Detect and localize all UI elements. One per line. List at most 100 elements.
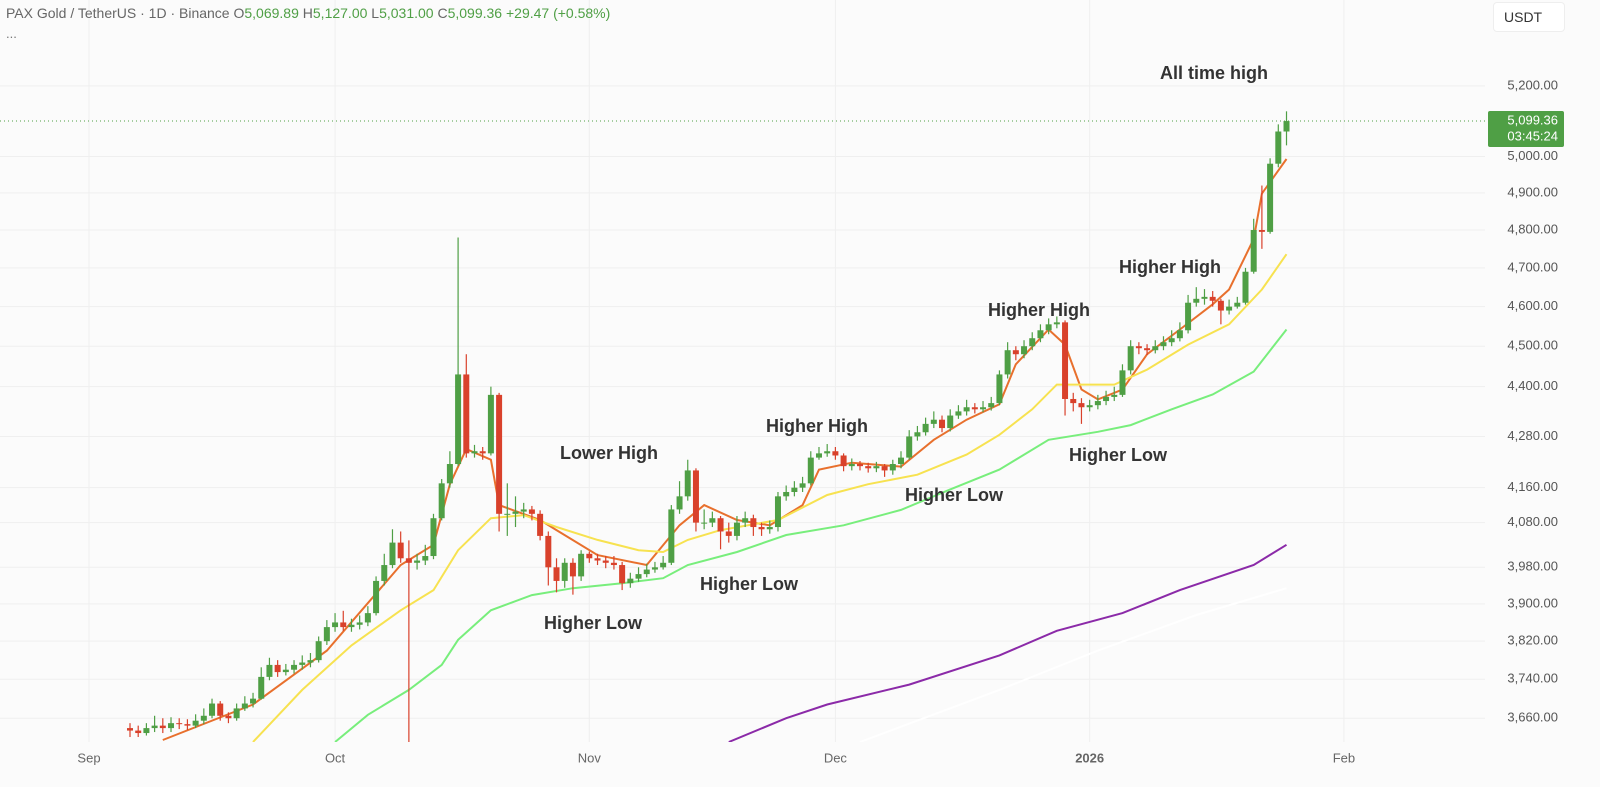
annotation: Higher Low — [544, 613, 643, 633]
candle-body — [487, 394, 494, 454]
candle-body — [1053, 322, 1060, 325]
candle-body — [1267, 163, 1274, 232]
candle-body — [643, 569, 650, 575]
candle-body — [799, 483, 806, 488]
candle-body — [528, 509, 535, 514]
candle-body — [930, 419, 937, 424]
candle-body — [176, 723, 183, 725]
annotation: Higher High — [988, 300, 1090, 320]
candle-body — [496, 394, 503, 514]
candle-body — [504, 513, 511, 515]
candle-body — [889, 464, 896, 471]
candle-body — [1185, 302, 1192, 331]
candle-body — [1258, 229, 1265, 232]
candle-body — [512, 511, 519, 514]
candle-body — [996, 374, 1003, 404]
candle-body — [1021, 346, 1028, 355]
candle-body — [1070, 398, 1077, 404]
candle-body — [1152, 346, 1159, 351]
candle-body — [1144, 348, 1151, 351]
ohlc-value: 5,031.00 — [379, 5, 434, 21]
ohlc-value: 5,099.36 — [447, 5, 503, 21]
candle-body — [520, 509, 527, 512]
candle-body — [479, 451, 486, 454]
candle-body — [307, 660, 314, 663]
x-tick-label: Feb — [1333, 750, 1355, 765]
candle-body — [381, 565, 388, 581]
candle-body — [873, 466, 880, 469]
candle-body — [963, 407, 970, 412]
candle-body — [692, 470, 699, 523]
y-tick-label: 3,980.00 — [1507, 559, 1558, 574]
candle-body — [774, 496, 781, 528]
candle-body — [192, 720, 199, 726]
candle-body — [217, 703, 224, 716]
candle-body — [373, 580, 380, 614]
x-tick-label: 2026 — [1075, 750, 1104, 765]
candle-body — [1127, 346, 1134, 371]
candle-body — [980, 407, 987, 410]
candle-body — [471, 451, 478, 454]
candle-body — [815, 453, 822, 458]
candle-body — [1062, 322, 1069, 399]
candle-body — [1094, 401, 1101, 406]
candle-body — [717, 518, 724, 532]
candle-body — [1242, 271, 1249, 303]
candle-body — [783, 491, 790, 497]
annotation: Higher Low — [700, 574, 799, 594]
change: +29.47 (+0.58%) — [505, 5, 611, 21]
candle-body — [299, 662, 306, 665]
candle-body — [742, 518, 749, 523]
countdown: 03:45:24 — [1507, 128, 1558, 143]
candle-body — [1283, 121, 1290, 132]
candle-body — [807, 457, 814, 484]
candle-body — [356, 622, 363, 625]
more-button[interactable]: ... — [6, 26, 17, 41]
candle-body — [1201, 296, 1208, 299]
indicator-line — [859, 587, 1287, 742]
axes: 3,660.00 3,740.00 3,820.00 3,900.00 3,980.00… — [0, 77, 1564, 765]
symbol-legend: PAX Gold / TetherUS · 1D · Binance O5,06… — [6, 5, 610, 21]
candle-body — [1226, 306, 1233, 311]
candle-body — [463, 374, 470, 454]
candle-body — [906, 436, 913, 458]
candle-body — [627, 578, 634, 584]
annotation: Higher Low — [1069, 445, 1168, 465]
ohlc-value: 5,127.00 — [312, 5, 368, 21]
candle-body — [225, 715, 232, 719]
candle-body — [364, 613, 371, 623]
grid — [0, 0, 1485, 742]
candle-body — [127, 728, 134, 731]
y-tick-label: 3,740.00 — [1507, 671, 1558, 686]
candle-body — [438, 483, 445, 519]
candle-body — [323, 627, 330, 642]
candle-body — [233, 708, 240, 719]
candle-body — [635, 574, 642, 579]
ohlc-label: L — [371, 5, 380, 21]
candle-body — [282, 669, 289, 673]
candle-body — [922, 423, 929, 433]
candle-body — [832, 451, 839, 456]
candle-body — [1168, 338, 1175, 343]
currency-button[interactable]: USDT — [1493, 2, 1565, 32]
candle-body — [939, 419, 946, 429]
annotation: All time high — [1160, 63, 1268, 83]
candle-body — [840, 455, 847, 467]
candle-body — [856, 464, 863, 467]
candle-body — [1217, 300, 1224, 311]
candle-body — [200, 715, 207, 721]
annotation: Higher High — [1119, 257, 1221, 277]
candle-body — [1209, 296, 1216, 301]
symbol: PAX Gold / TetherUS · 1D · Binance — [6, 5, 230, 21]
candle-body — [881, 466, 888, 471]
candle-body — [553, 567, 560, 581]
y-tick-label: 4,280.00 — [1507, 428, 1558, 443]
candle-body — [1103, 396, 1110, 402]
annotation: Higher High — [766, 416, 868, 436]
y-tick-label: 4,500.00 — [1507, 338, 1558, 353]
y-tick-label: 4,400.00 — [1507, 378, 1558, 393]
last-price-label: 5,099.36 — [1507, 112, 1558, 127]
candle-body — [561, 562, 568, 581]
candle-body — [397, 542, 404, 559]
candle-body — [758, 527, 765, 530]
